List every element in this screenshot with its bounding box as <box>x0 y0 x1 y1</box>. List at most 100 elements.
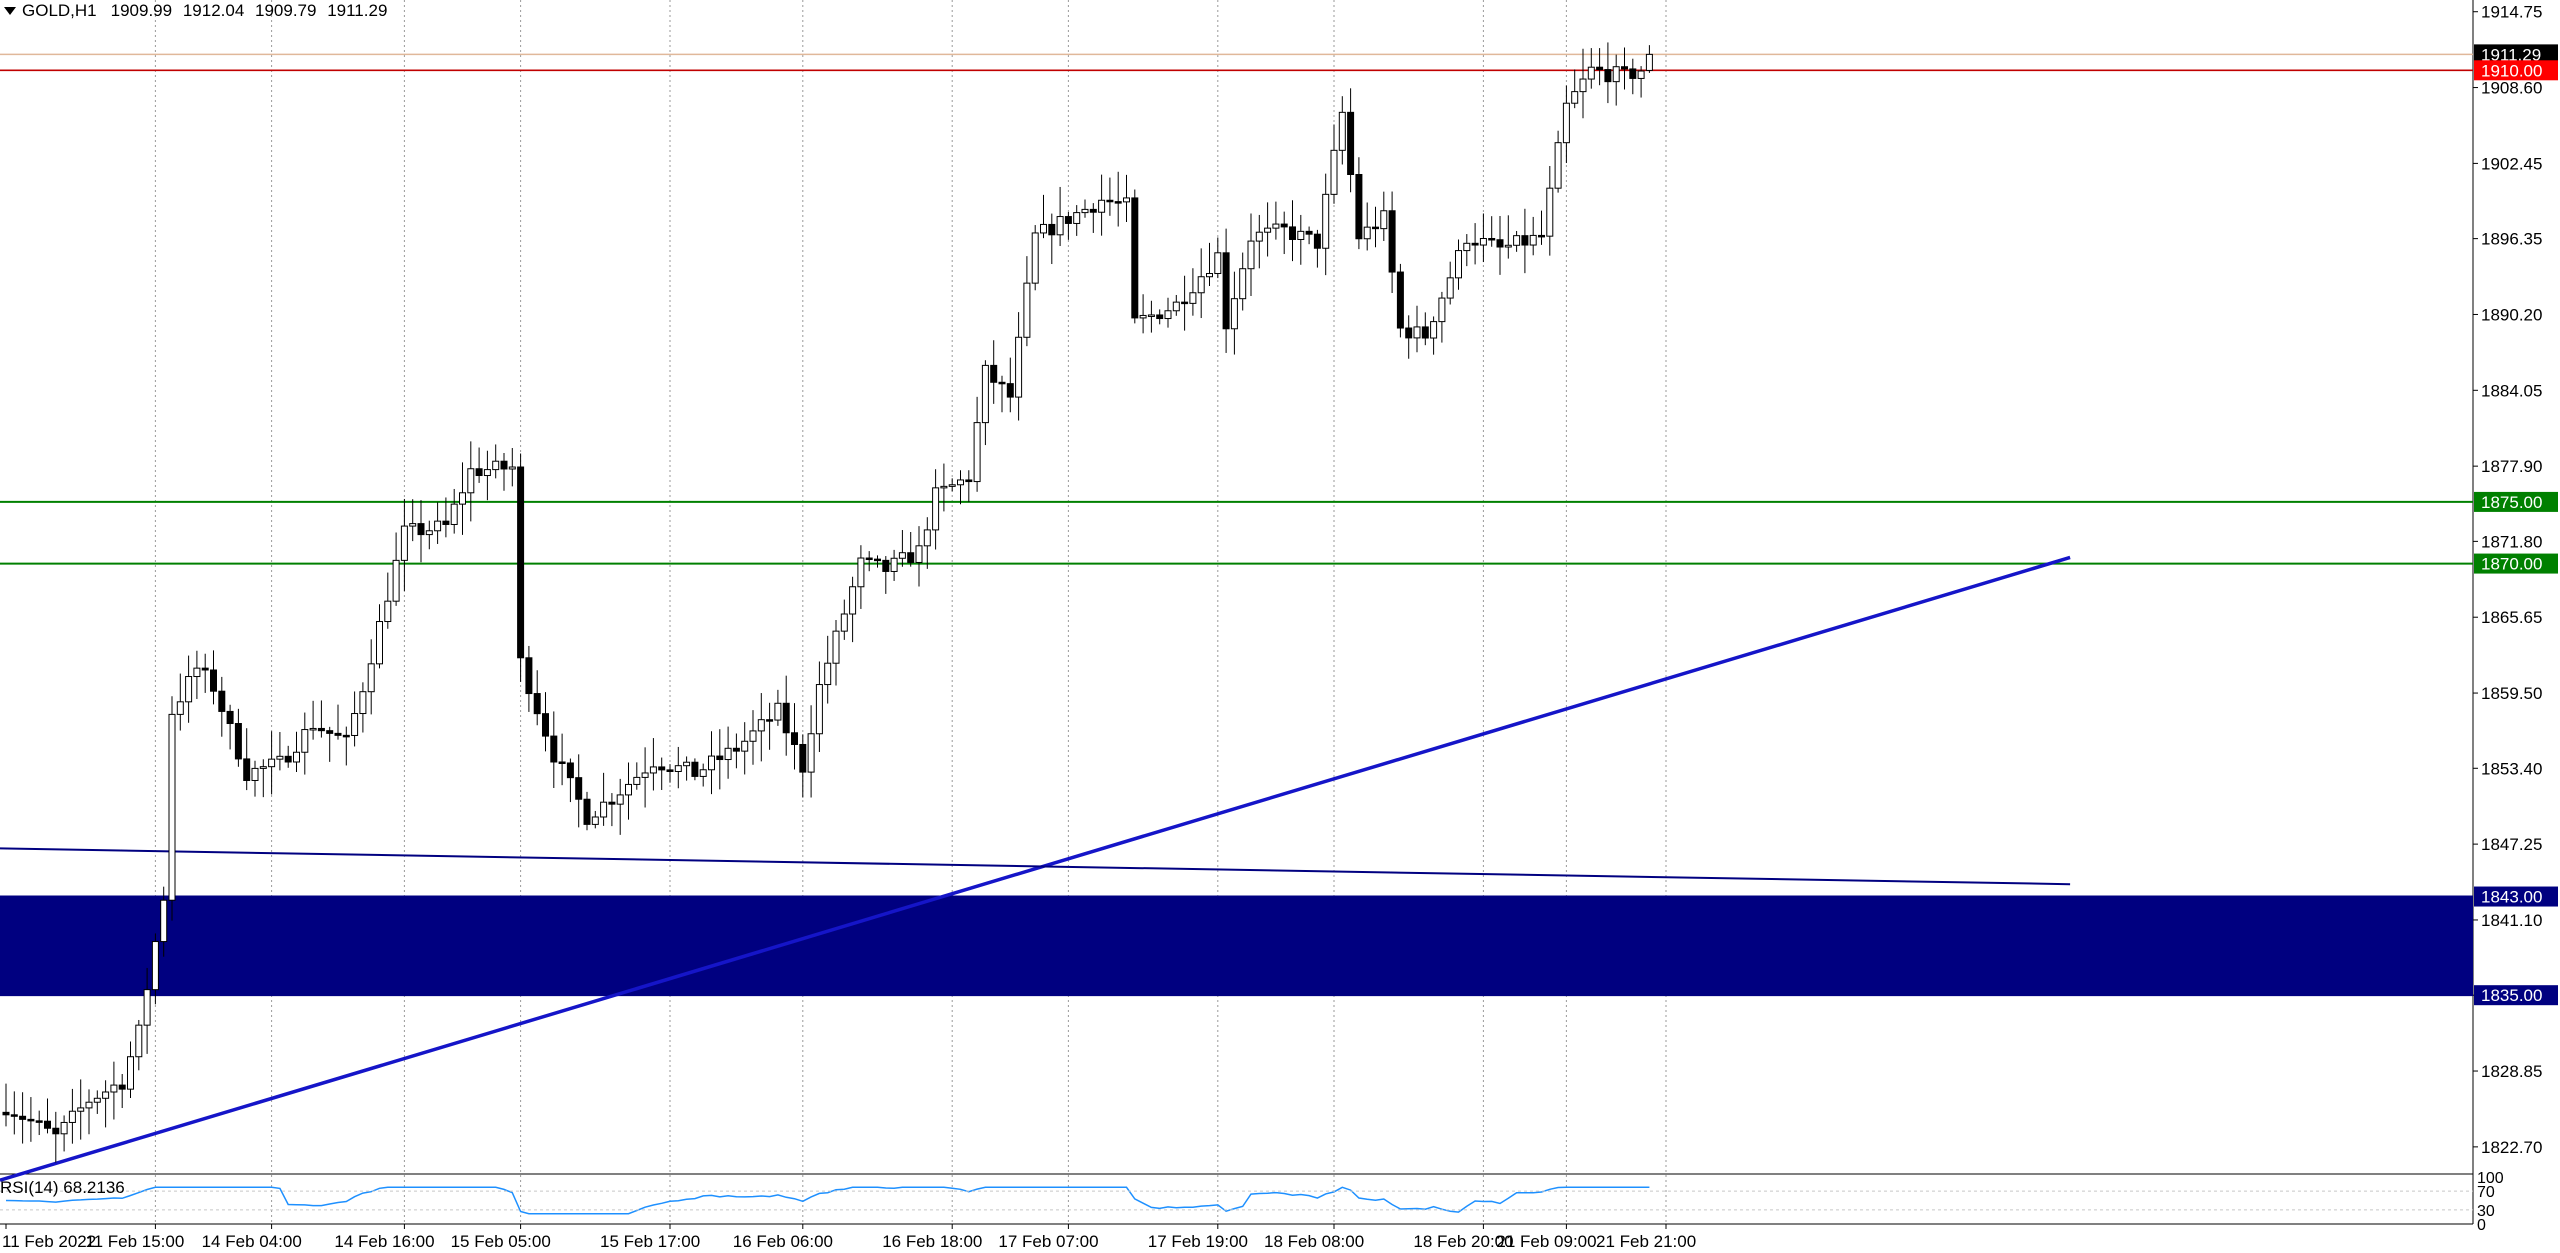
candle-bull <box>1247 240 1255 270</box>
candle-bull <box>898 552 906 559</box>
price-tick-label: 1902.45 <box>2481 154 2542 173</box>
level-price-badge <box>2474 60 2558 81</box>
candle-bear <box>317 727 325 732</box>
price-tick-label: 1908.60 <box>2481 79 2542 98</box>
candle-bull <box>93 1097 101 1103</box>
candle-bear <box>1131 197 1139 319</box>
rsi-scale-label: 100 <box>2477 1170 2504 1187</box>
level-price-badge <box>2474 44 2558 65</box>
rsi-line <box>5 1186 1650 1215</box>
candle-bull <box>1123 197 1130 203</box>
rsi-scale-label: 70 <box>2477 1184 2495 1201</box>
candle-bull <box>1197 276 1205 294</box>
candle-bull <box>434 520 442 532</box>
candle-bear <box>1280 223 1288 228</box>
candle-bear <box>691 761 699 777</box>
candle-bull <box>301 729 309 753</box>
candle-bear <box>517 466 525 659</box>
candle-bull <box>143 989 151 1026</box>
candle-bear <box>1305 230 1313 235</box>
candle-bull <box>400 525 408 561</box>
candle-bear <box>201 667 209 671</box>
candle-bull <box>1031 232 1039 284</box>
candle-bull <box>1579 78 1587 93</box>
candle-bull <box>1562 102 1570 144</box>
candle-bull <box>1206 273 1213 278</box>
candle-bear <box>716 755 724 761</box>
candle-bear <box>210 669 217 692</box>
price-tick-label: 1877.90 <box>2481 457 2542 476</box>
candle-bear <box>550 735 558 763</box>
candle-bear <box>732 747 740 752</box>
time-tick-label: 17 Feb 07:00 <box>998 1232 1098 1248</box>
candle-bull <box>492 460 500 471</box>
candle-bear <box>1488 237 1496 241</box>
candle-bull <box>741 740 749 752</box>
candle-bull <box>774 702 782 721</box>
candle-bear <box>998 381 1006 385</box>
level-price-label: 1870.00 <box>2481 555 2542 574</box>
price-tick-label: 1890.20 <box>2481 305 2542 324</box>
candle-bull <box>425 530 433 536</box>
candle-bear <box>882 559 890 572</box>
candle-bear <box>658 766 666 771</box>
candle-bull <box>1529 234 1537 246</box>
candle-bull <box>1272 223 1280 229</box>
support-zone <box>0 896 2473 996</box>
price-tick-label: 1865.65 <box>2481 608 2542 627</box>
candle-bull <box>102 1091 110 1099</box>
candle-bull <box>1056 216 1064 236</box>
candle-bull <box>276 755 284 760</box>
candle-bear <box>1347 111 1355 175</box>
candle-bear <box>218 690 226 712</box>
candle-bear <box>1089 208 1097 213</box>
level-price-badge <box>2474 886 2558 907</box>
trendline-rising <box>0 555 2071 1182</box>
level-price-label: 1843.00 <box>2481 888 2542 907</box>
candle-bull <box>1214 252 1222 275</box>
time-tick-label: 15 Feb 05:00 <box>451 1232 551 1248</box>
candle-bull <box>815 684 823 735</box>
close-value: 1911.29 <box>327 1 388 20</box>
time-tick-label: 18 Feb 08:00 <box>1264 1232 1364 1248</box>
candle-bear <box>35 1120 43 1123</box>
candle-bull <box>1297 230 1305 240</box>
candle-bear <box>1621 66 1628 70</box>
candle-bull <box>1073 212 1081 224</box>
candle-bull <box>1554 142 1562 189</box>
candle-bear <box>1396 271 1404 329</box>
candle-bear <box>334 732 342 736</box>
candle-bear <box>442 520 450 525</box>
candle-bull <box>957 479 964 486</box>
price-tick-label: 1847.25 <box>2481 835 2542 854</box>
candle-bull <box>110 1084 118 1093</box>
level-price-badge <box>2474 491 2558 512</box>
candle-bull <box>1239 268 1247 300</box>
candle-bear <box>1313 233 1321 249</box>
candle-bear <box>1421 326 1429 339</box>
candle-bear <box>284 755 292 763</box>
symbol-label: GOLD,H1 <box>22 1 97 20</box>
candle-bull <box>168 713 176 901</box>
collapse-triangle-icon[interactable] <box>4 7 16 15</box>
candle-bear <box>666 769 674 772</box>
time-tick-label: 21 Feb 21:00 <box>1596 1232 1696 1248</box>
candle-bear <box>234 723 242 760</box>
candle-bear <box>1596 66 1604 71</box>
candle-bear <box>766 719 774 722</box>
high-value: 1912.04 <box>182 1 245 20</box>
candle-bull <box>1172 301 1180 312</box>
time-tick-label: 15 Feb 17:00 <box>600 1232 700 1248</box>
time-tick-label: 14 Feb 04:00 <box>202 1232 302 1248</box>
candle-bull <box>1380 210 1388 230</box>
open-value: 1909.99 <box>110 1 173 20</box>
candle-bull <box>699 769 707 777</box>
candle-bull <box>1571 91 1579 104</box>
candle-bull <box>1098 199 1106 213</box>
candle-bear <box>52 1127 60 1135</box>
time-tick-label: 11 Feb 2022 <box>2 1232 96 1248</box>
price-tick-label: 1896.35 <box>2481 230 2542 249</box>
candle-bull <box>824 662 832 686</box>
